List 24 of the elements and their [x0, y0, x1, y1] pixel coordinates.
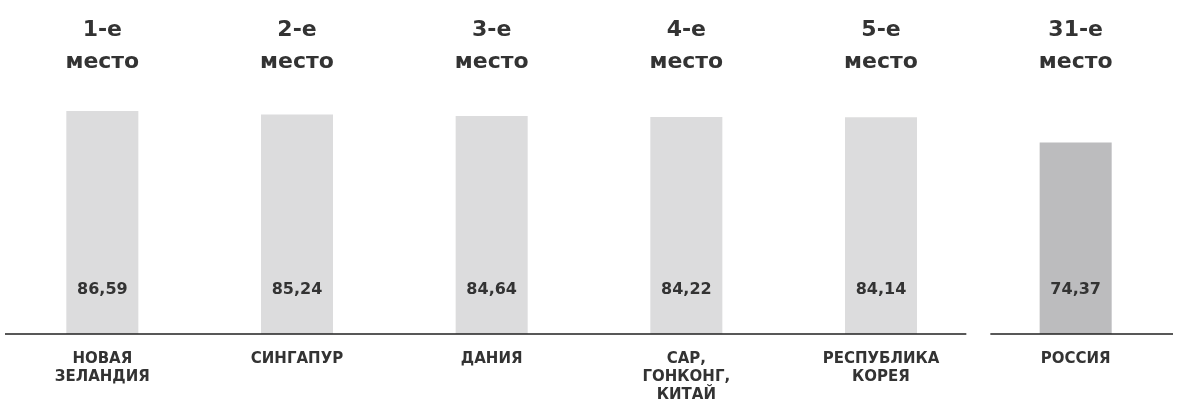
text: 4-е место — [649, 15, 724, 73]
bar — [1039, 142, 1112, 334]
x-tick-label: РОССИЯ — [1040, 348, 1111, 367]
bar — [260, 114, 334, 334]
data-label: 85,24 — [271, 279, 323, 299]
text: 5-е место — [844, 15, 918, 73]
x-tick-label: ДАНИЯ — [460, 348, 523, 367]
x-tick-label: РЕСПУБЛИКА КОРЕЯ — [822, 348, 940, 385]
text: 1-е место — [65, 15, 140, 73]
x-tick-label: НОВАЯ ЗЕЛАНДИЯ — [54, 348, 150, 385]
text: 3-е место — [454, 15, 529, 73]
text: 2-е место — [260, 15, 334, 73]
bar — [66, 111, 139, 334]
data-label: 84,22 — [661, 279, 712, 299]
data-label: 74,37 — [1050, 279, 1101, 299]
bar — [455, 116, 528, 334]
x-tick-label: СИНГАПУР — [250, 348, 344, 367]
data-label: 86,59 — [77, 279, 128, 299]
data-label: 84,64 — [466, 279, 517, 299]
data-label: 84,14 — [855, 279, 907, 299]
bar — [844, 117, 918, 334]
bar — [650, 117, 723, 334]
x-tick-label: САР, ГОНКОНГ, КИТАЙ — [642, 348, 731, 403]
text: 31-е место — [1038, 15, 1113, 73]
